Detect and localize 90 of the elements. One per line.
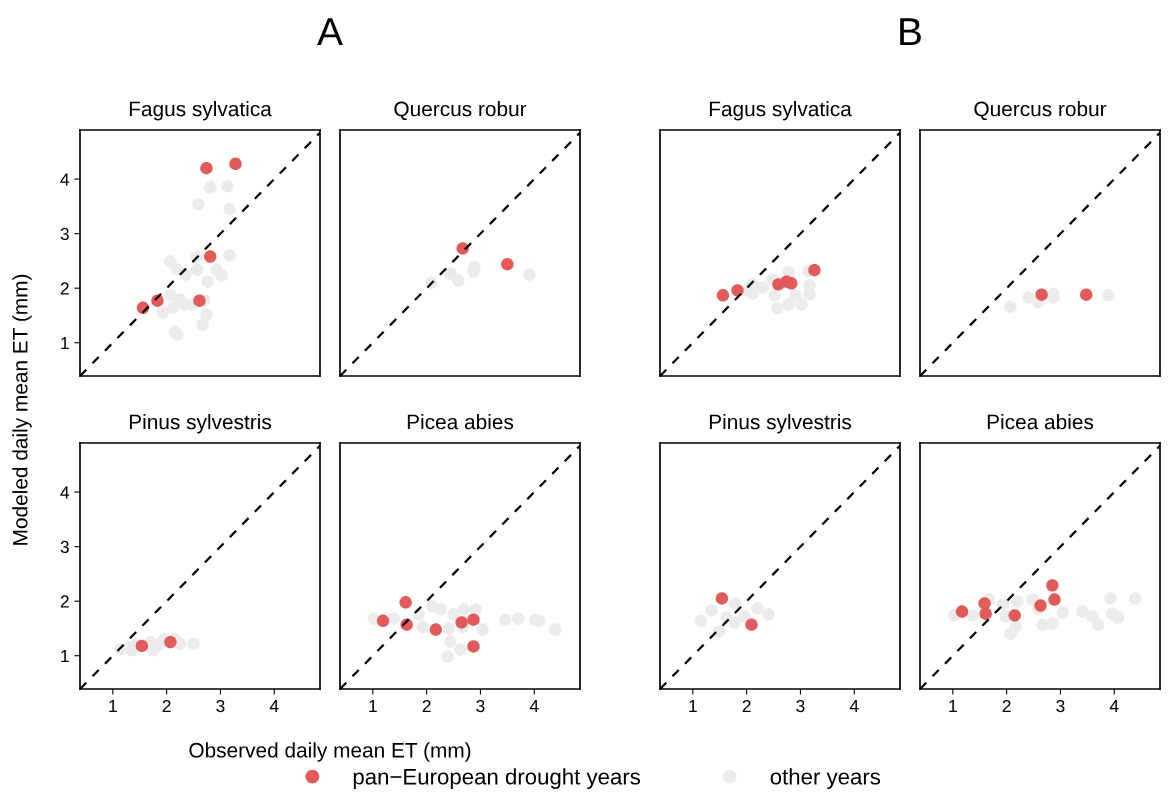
point [467, 613, 480, 626]
x-tick-label: 1 [949, 700, 957, 712]
point [164, 635, 177, 649]
chart-title: Pinus sylvestris [709, 414, 852, 434]
point [756, 281, 769, 294]
point [193, 294, 206, 307]
x-tick-label: 2 [1002, 699, 1011, 712]
point [715, 592, 729, 605]
text: A [317, 18, 343, 46]
point [469, 603, 482, 616]
point [1080, 288, 1093, 301]
x-tick-label: 4 [529, 700, 539, 712]
y-tick-label: 3 [60, 227, 69, 241]
point [204, 250, 217, 263]
text: B [900, 18, 921, 46]
point [731, 284, 744, 297]
point [705, 604, 718, 617]
y-tick-label: 3 [60, 540, 69, 554]
y-tick-label: 2 [60, 595, 69, 608]
point [1034, 599, 1047, 612]
point [476, 623, 489, 636]
point [457, 603, 470, 616]
point [454, 643, 467, 656]
point [789, 289, 802, 302]
point [200, 161, 213, 175]
chart-title: Picea abies [987, 414, 1094, 430]
y-tick-label: 4 [60, 486, 70, 499]
chart-title: Quercus robur [394, 101, 527, 121]
point [429, 623, 442, 636]
point [978, 597, 991, 610]
point [229, 157, 242, 171]
point [966, 609, 979, 622]
point [728, 616, 742, 629]
x-tick-label: 2 [742, 699, 751, 712]
x-tick-label: 3 [216, 699, 225, 713]
point [716, 289, 730, 302]
point [1008, 609, 1021, 622]
point [745, 618, 758, 631]
point [455, 616, 468, 629]
x-tick-label: 3 [796, 699, 805, 713]
point [387, 612, 401, 625]
point [712, 625, 725, 638]
x-tick-label: 2 [422, 699, 431, 712]
point [191, 263, 204, 276]
point [501, 257, 514, 271]
point [955, 605, 969, 618]
point [447, 608, 460, 621]
point [223, 202, 236, 216]
chart-title: Quercus robur [974, 101, 1107, 121]
point [467, 640, 480, 653]
x-tick-label: 4 [849, 700, 859, 712]
chart-title: Fagus sylvatica [709, 101, 852, 121]
point [1011, 595, 1024, 608]
chart-title: Pinus sylvestris [129, 414, 272, 434]
x-tick-label: 3 [1056, 699, 1065, 713]
point [399, 596, 412, 609]
point [728, 597, 742, 610]
y-tick-label: 1 [61, 337, 69, 350]
chart-title: Picea abies [407, 414, 514, 430]
point [156, 306, 170, 319]
point [979, 607, 992, 620]
point [376, 614, 390, 628]
point [416, 620, 430, 634]
x-tick-label: 3 [476, 699, 485, 713]
point [1035, 288, 1048, 301]
y-tick-label: 2 [60, 282, 69, 295]
point [442, 622, 455, 635]
x-tick-label: 2 [162, 699, 171, 712]
point [785, 277, 798, 290]
point [808, 263, 821, 277]
point [1046, 579, 1059, 592]
point [200, 308, 213, 321]
point [738, 610, 751, 623]
legend-label: pan−European drought years [353, 768, 641, 789]
x-tick-label: 1 [369, 700, 377, 712]
legend-label: other years [770, 768, 881, 789]
y-tick-label: 4 [60, 173, 70, 186]
point [1022, 291, 1035, 304]
x-axis-title: Observed daily mean ET (mm) [189, 742, 471, 762]
x-tick-label: 1 [689, 700, 697, 712]
y-axis-title: Modeled daily mean ET (mm) [12, 274, 32, 545]
x-tick-label: 4 [269, 700, 279, 712]
x-tick-label: 1 [109, 700, 117, 712]
point [768, 289, 781, 302]
x-tick-label: 4 [1109, 700, 1119, 712]
point [135, 639, 149, 653]
y-tick-label: 1 [61, 650, 69, 663]
point [1048, 593, 1061, 606]
chart-title: Fagus sylvatica [129, 101, 272, 121]
point [1056, 606, 1069, 619]
